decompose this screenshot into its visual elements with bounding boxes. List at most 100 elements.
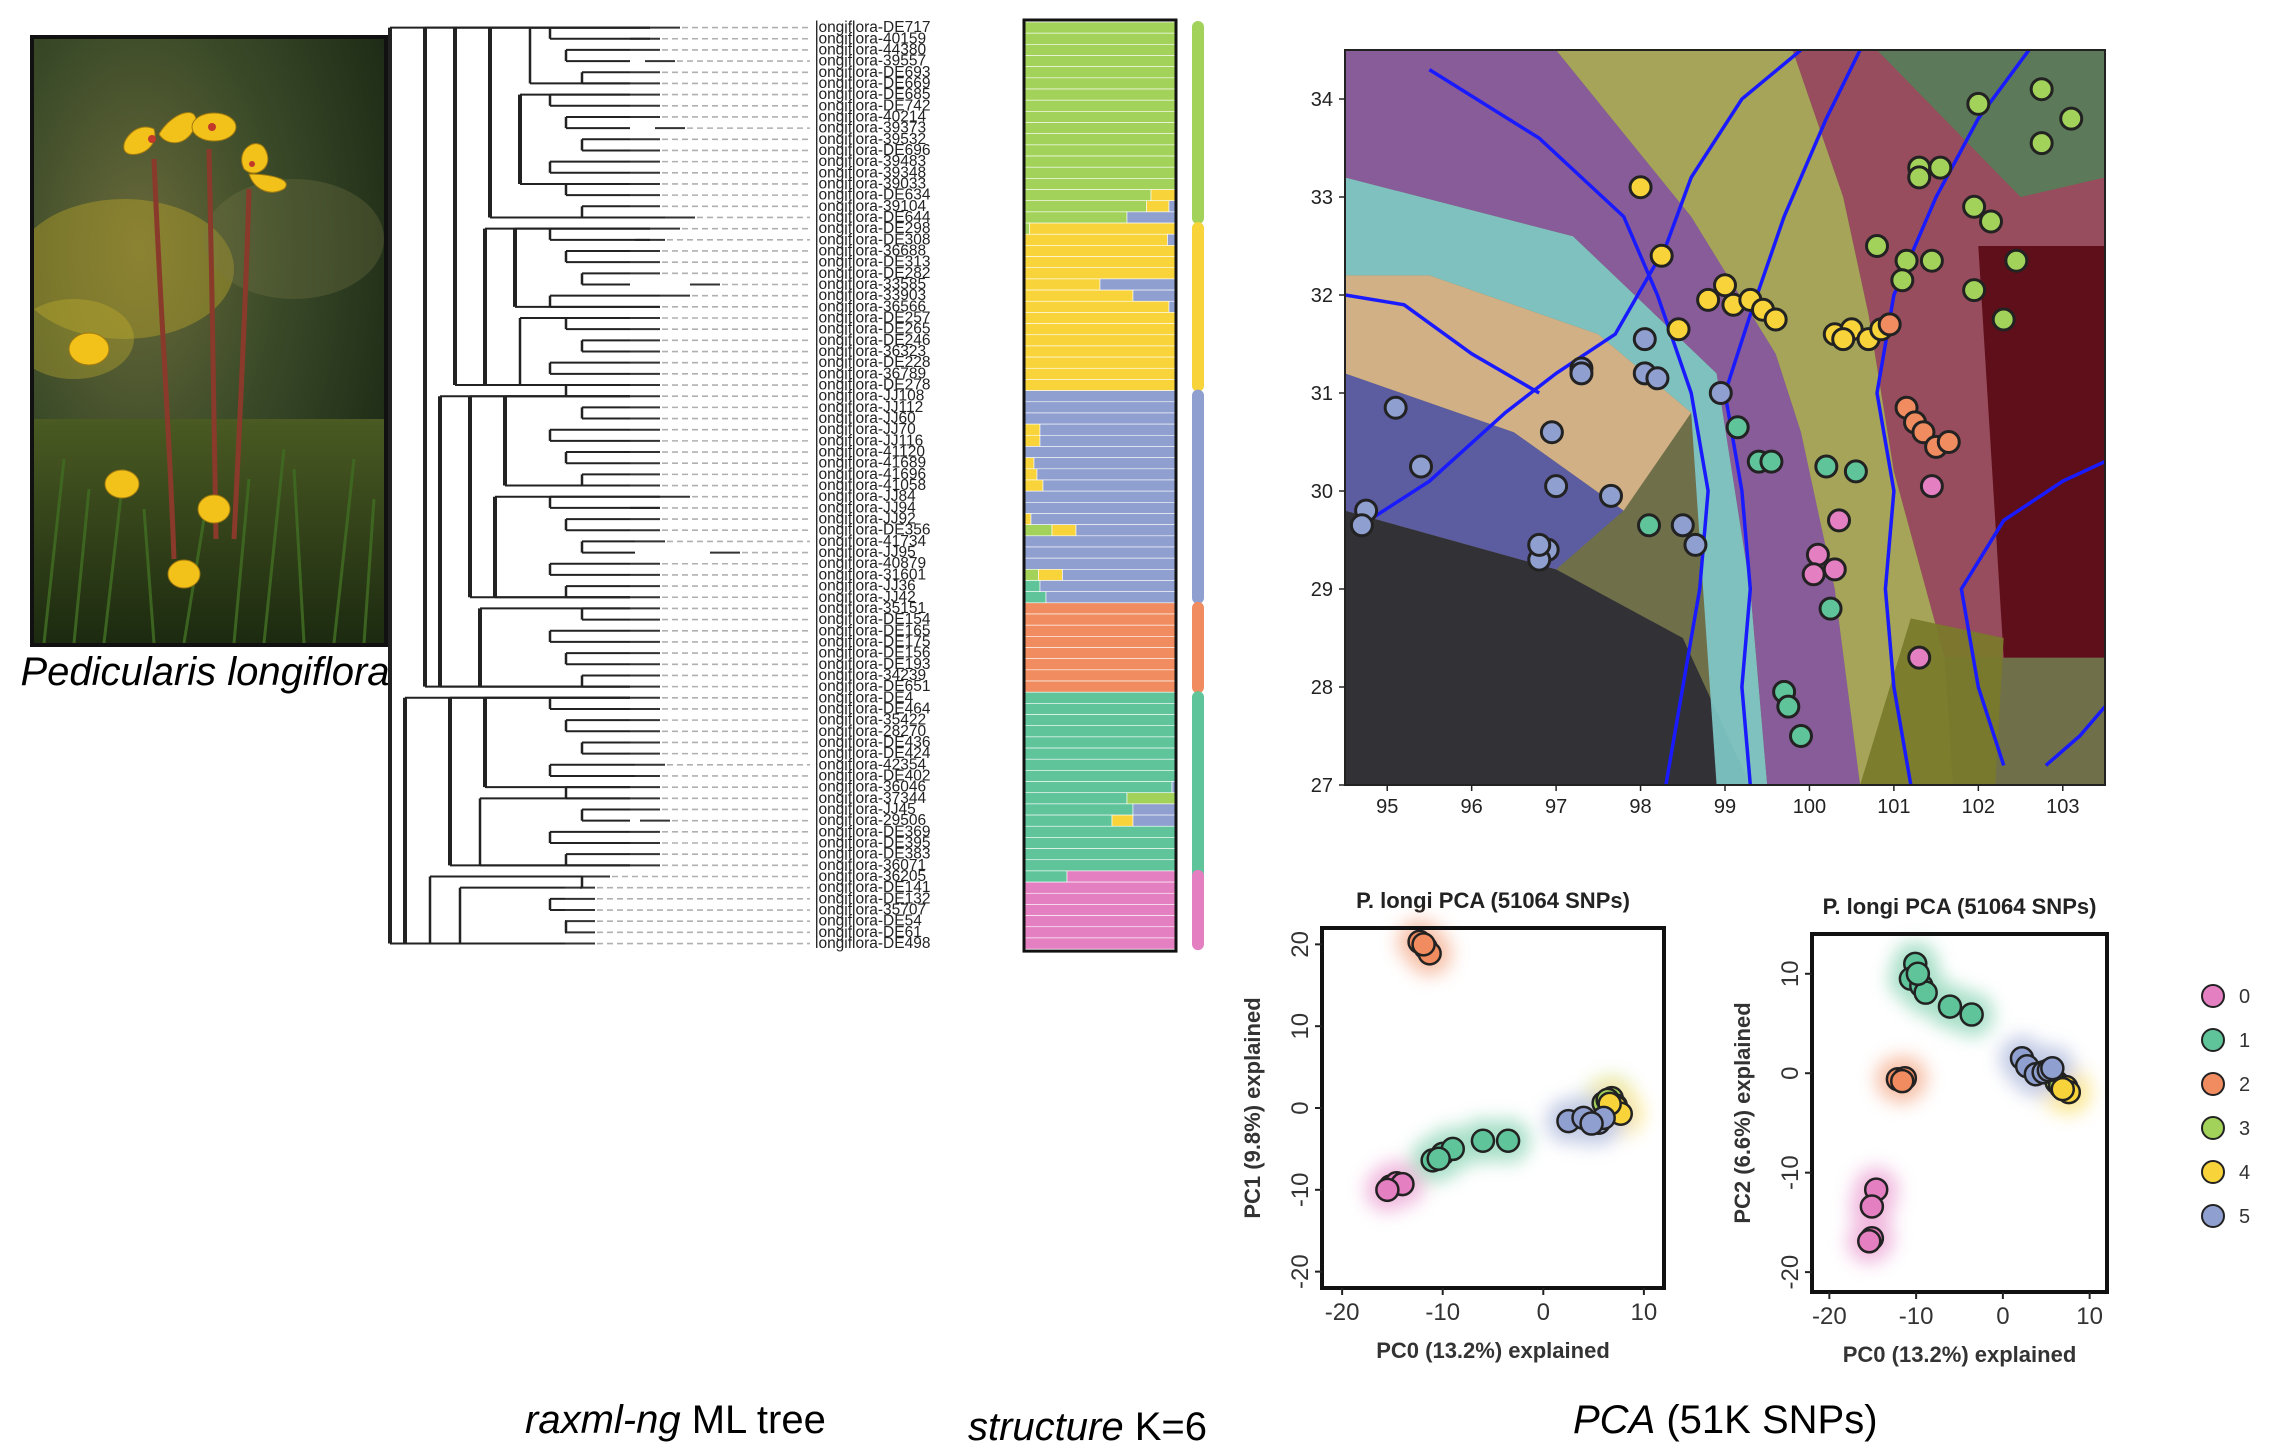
map-sample-point: [1527, 532, 1552, 557]
tip-label: longiflora-DE383: [815, 846, 930, 863]
structure-segment: [1024, 591, 1047, 604]
pca-point: [1905, 961, 1931, 987]
structure-segment: [1024, 714, 1176, 727]
structure-segment: [1024, 870, 1068, 883]
pca-point: [1426, 1146, 1451, 1171]
structure-segment: [1075, 524, 1176, 537]
structure-segment: [1024, 915, 1176, 928]
tip-label: longiflora-41734: [815, 533, 927, 550]
map-xtick-label: 95: [1376, 796, 1398, 818]
structure-segment: [1024, 379, 1176, 391]
tip-label: longiflora-DE313: [815, 254, 930, 271]
tip-label: longiflora-35151: [815, 600, 926, 617]
structure-segment: [1051, 524, 1077, 537]
tip-label: longiflora-39104: [815, 198, 927, 215]
tree-caption-rest: ML tree: [680, 1398, 826, 1442]
pca-point: [2040, 1056, 2065, 1081]
pca-halos: [1847, 941, 2091, 1264]
pca-point: [2050, 1076, 2075, 1102]
legend-swatch: [2201, 1028, 2225, 1052]
map-sample-point: [1814, 454, 1839, 479]
map-ytick-label: 27: [1311, 775, 1333, 797]
pca-halos: [1365, 919, 1643, 1212]
structure-segment: [1024, 401, 1176, 414]
map-sample-point: [1801, 562, 1826, 587]
map-sample-point: [1831, 327, 1856, 352]
map-ytick-label: 30: [1311, 481, 1333, 503]
structure-segment: [1024, 758, 1176, 771]
structure-segment: [1039, 434, 1176, 447]
structure-segment: [1024, 66, 1176, 79]
map-sample-point: [1919, 474, 1944, 499]
map-sample-point: [1628, 175, 1653, 200]
pca-xlabel: PC0 (13.2%) explained: [1376, 1338, 1610, 1363]
structure-segment: [1024, 44, 1176, 56]
tip-label: longiflora-37344: [815, 790, 927, 807]
map-sample-point: [1907, 165, 1932, 190]
structure-frame: [1022, 18, 1178, 953]
tip-label: longiflora-35422: [815, 712, 926, 729]
map-sample-point: [1919, 248, 1944, 273]
tip-label: longiflora-DE298: [815, 220, 930, 237]
structure-segment: [1024, 781, 1173, 794]
map-sample-point: [1763, 307, 1788, 332]
map-sample-point: [1789, 724, 1813, 748]
structure-segment: [1024, 736, 1176, 749]
structure-segment: [1038, 569, 1063, 581]
pca-ytick-label: -10: [1287, 1172, 1314, 1207]
structure-segment: [1030, 513, 1176, 525]
tip-label: longiflora-36071: [815, 857, 926, 874]
tip-label: longiflora-39532: [815, 131, 926, 148]
ml-tree: [388, 26, 810, 945]
tip-label: longiflora-DE742: [815, 97, 930, 114]
map-river: [1345, 293, 1541, 395]
tip-label: longiflora-DE669: [815, 75, 930, 92]
structure-caption-rest: K=6: [1123, 1405, 1208, 1449]
structure-segment: [1024, 892, 1176, 905]
legend-label: 1: [2239, 1030, 2250, 1052]
tip-label: longiflora-39483: [815, 153, 926, 170]
pca-point: [1937, 994, 1963, 1019]
structure-segment: [1024, 222, 1030, 235]
pca-xtick-label: -20: [1812, 1303, 1847, 1330]
tip-label: longiflora-DE651: [815, 678, 930, 695]
structure-segment: [1066, 870, 1176, 883]
structure-segment: [1024, 356, 1176, 369]
map-region: [1978, 246, 2105, 658]
pca-xtick-label: 10: [1631, 1299, 1658, 1326]
tip-label: longiflora-DE193: [815, 656, 930, 673]
tip-label: longiflora-DE4: [815, 689, 914, 706]
tip-label: longiflora-39348: [815, 164, 926, 181]
structure-segment: [1024, 859, 1176, 872]
tip-label: longiflora-36789: [815, 365, 926, 382]
map-sample-point: [1683, 532, 1708, 557]
structure-segment: [1024, 636, 1176, 648]
tip-label: longiflora-DE154: [815, 611, 931, 628]
structure-segment: [1024, 256, 1176, 269]
structure-segment: [1024, 792, 1128, 805]
tip-label: longiflora-DE141: [815, 879, 930, 896]
map-sample-point: [2029, 77, 2054, 102]
tip-label: longiflora-JJ42: [815, 589, 916, 606]
structure-segment: [1024, 658, 1176, 671]
map-region: [1860, 618, 2004, 785]
structure-segment: [1024, 825, 1176, 838]
tip-label: longiflora-JJ94: [815, 499, 916, 516]
map-sample-point: [1894, 248, 1919, 273]
tip-label: longiflora-DE282: [815, 265, 930, 282]
structure-segment: [1167, 233, 1176, 246]
tip-label: longiflora-DE464: [815, 700, 931, 717]
tip-label: longiflora-DE717: [815, 19, 930, 36]
tip-label: longiflora-DE424: [815, 745, 931, 762]
tip-label: longiflora-33903: [815, 287, 926, 304]
structure-segment: [1024, 937, 1176, 950]
map-sample-point: [1991, 307, 2016, 332]
structure-segment: [1062, 569, 1176, 581]
pca-point: [1889, 1068, 1915, 1094]
tip-label: longiflora-41689: [815, 455, 926, 472]
tip-label: longiflora-JJ92: [815, 511, 916, 528]
tip-label: longiflora-DE356: [815, 522, 930, 539]
map-xtick-label: 101: [1877, 796, 1910, 818]
pca-ytick-label: -20: [1777, 1255, 1804, 1290]
pca-frame: [1810, 932, 2109, 1294]
